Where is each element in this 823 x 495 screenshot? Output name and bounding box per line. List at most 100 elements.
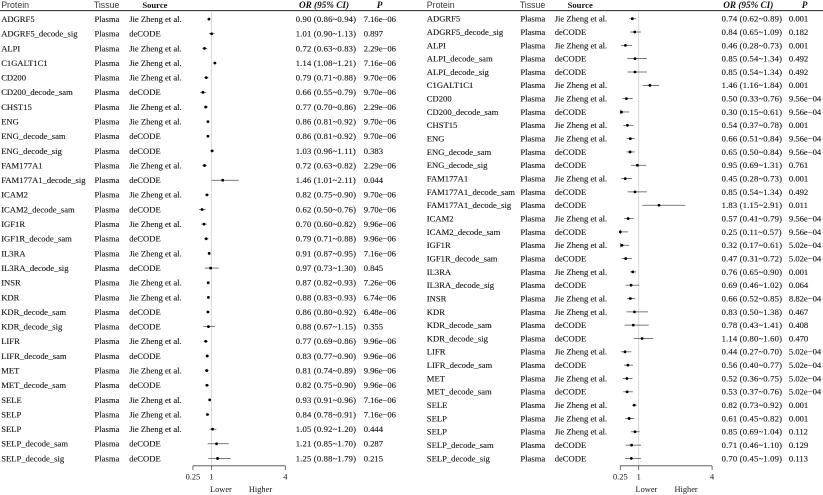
svg-text:Plasma: Plasma (95, 439, 120, 449)
svg-text:KDR: KDR (1, 292, 19, 302)
svg-text:0.86 (0.80~0.92): 0.86 (0.80~0.92) (296, 307, 357, 317)
svg-text:KDR: KDR (427, 307, 445, 317)
svg-text:0.79 (0.71~0.88): 0.79 (0.71~0.88) (296, 73, 357, 83)
svg-text:MET_decode_sam: MET_decode_sam (427, 387, 492, 397)
svg-text:0.70 (0.60~0.82): 0.70 (0.60~0.82) (296, 219, 357, 229)
svg-text:CHST15: CHST15 (427, 120, 458, 130)
svg-text:Jie Zheng et al.: Jie Zheng et al. (129, 160, 182, 170)
svg-text:Jie Zheng et al.: Jie Zheng et al. (129, 395, 182, 405)
svg-text:0.011: 0.011 (789, 200, 808, 210)
svg-text:Plasma: Plasma (95, 102, 120, 112)
svg-text:Plasma: Plasma (95, 175, 120, 185)
svg-text:7.16e−06: 7.16e−06 (364, 248, 397, 258)
svg-text:Plasma: Plasma (520, 307, 545, 317)
svg-text:5.02e−04: 5.02e−04 (789, 387, 822, 397)
svg-text:SELP: SELP (427, 427, 447, 437)
svg-text:0.897: 0.897 (364, 29, 384, 39)
svg-text:ENG_decode_sig: ENG_decode_sig (427, 160, 488, 170)
svg-text:9.96e−06: 9.96e−06 (364, 351, 397, 361)
svg-text:KDR_decode_sig: KDR_decode_sig (1, 322, 63, 332)
svg-text:SELP_decode_sam: SELP_decode_sam (427, 440, 494, 450)
svg-text:Plasma: Plasma (520, 320, 545, 330)
svg-text:9.56e−04: 9.56e−04 (789, 107, 822, 117)
svg-text:Jie Zheng et al.: Jie Zheng et al. (129, 219, 182, 229)
svg-text:SELP: SELP (1, 409, 21, 419)
svg-text:ADGRF5_decode_sig: ADGRF5_decode_sig (1, 29, 78, 39)
svg-text:0.93 (0.91~0.96): 0.93 (0.91~0.96) (296, 395, 357, 405)
svg-text:Jie Zheng et al.: Jie Zheng et al. (555, 240, 608, 250)
svg-text:0.355: 0.355 (364, 322, 383, 332)
svg-text:0.77 (0.69~0.86): 0.77 (0.69~0.86) (296, 336, 357, 346)
svg-text:Jie Zheng et al.: Jie Zheng et al. (129, 190, 182, 200)
svg-text:0.001: 0.001 (789, 80, 808, 90)
svg-text:5.02e−04: 5.02e−04 (789, 253, 822, 263)
svg-text:MET_decode_sam: MET_decode_sam (1, 380, 66, 390)
svg-text:Lower: Lower (635, 485, 657, 494)
svg-text:7.16e−06: 7.16e−06 (364, 409, 397, 419)
svg-text:deCODE: deCODE (129, 380, 161, 390)
svg-text:0.74 (0.62~0.89): 0.74 (0.62~0.89) (722, 14, 783, 24)
svg-text:Plasma: Plasma (520, 67, 545, 77)
svg-text:2.29e−06: 2.29e−06 (364, 160, 397, 170)
svg-text:0.87 (0.82~0.93): 0.87 (0.82~0.93) (296, 278, 357, 288)
svg-text:Plasma: Plasma (520, 293, 545, 303)
svg-text:Jie Zheng et al.: Jie Zheng et al. (555, 307, 608, 317)
svg-text:0.25: 0.25 (613, 472, 628, 481)
svg-text:0.492: 0.492 (789, 67, 808, 77)
svg-text:0.492: 0.492 (789, 54, 808, 64)
svg-text:0.45 (0.28~0.73): 0.45 (0.28~0.73) (722, 174, 783, 184)
svg-text:0.90 (0.86~0.94): 0.90 (0.86~0.94) (296, 14, 357, 24)
svg-text:SELP: SELP (427, 413, 447, 423)
svg-text:0.66 (0.51~0.84): 0.66 (0.51~0.84) (722, 134, 783, 144)
svg-text:0.001: 0.001 (789, 120, 808, 130)
svg-text:0.78 (0.43~1.41): 0.78 (0.43~1.41) (722, 320, 783, 330)
svg-text:0.85 (0.54~1.34): 0.85 (0.54~1.34) (722, 54, 783, 64)
svg-text:0.65 (0.50~0.84): 0.65 (0.50~0.84) (722, 147, 783, 157)
svg-text:Jie Zheng et al.: Jie Zheng et al. (555, 80, 608, 90)
svg-text:INSR: INSR (427, 293, 447, 303)
svg-text:IGF1R: IGF1R (427, 240, 451, 250)
svg-text:deCODE: deCODE (555, 200, 587, 210)
svg-text:deCODE: deCODE (129, 453, 161, 463)
svg-text:4: 4 (283, 472, 288, 481)
svg-text:deCODE: deCODE (129, 234, 161, 244)
svg-text:Jie Zheng et al.: Jie Zheng et al. (555, 413, 608, 423)
svg-text:Jie Zheng et al.: Jie Zheng et al. (129, 292, 182, 302)
svg-text:0.83 (0.77~0.90): 0.83 (0.77~0.90) (296, 351, 357, 361)
svg-text:Jie Zheng et al.: Jie Zheng et al. (555, 40, 608, 50)
svg-text:Plasma: Plasma (95, 322, 120, 332)
svg-text:0.25 (0.11~0.57): 0.25 (0.11~0.57) (722, 227, 782, 237)
svg-text:ADGRF5: ADGRF5 (427, 14, 460, 24)
svg-text:IGF1R: IGF1R (1, 219, 25, 229)
svg-text:deCODE: deCODE (555, 280, 587, 290)
svg-text:Plasma: Plasma (520, 227, 545, 237)
svg-text:0.86 (0.81~0.92): 0.86 (0.81~0.92) (296, 117, 357, 127)
svg-text:0.86 (0.81~0.92): 0.86 (0.81~0.92) (296, 131, 357, 141)
svg-text:CD200: CD200 (1, 73, 26, 83)
svg-text:Higher: Higher (249, 485, 272, 494)
svg-text:deCODE: deCODE (555, 320, 587, 330)
svg-text:Jie Zheng et al.: Jie Zheng et al. (555, 293, 608, 303)
svg-text:5.02e−04: 5.02e−04 (789, 373, 822, 383)
svg-text:deCODE: deCODE (555, 187, 587, 197)
svg-text:CHST15: CHST15 (1, 102, 32, 112)
svg-text:0.85 (0.54~1.34): 0.85 (0.54~1.34) (722, 67, 783, 77)
svg-text:Plasma: Plasma (95, 336, 120, 346)
svg-text:Plasma: Plasma (520, 373, 545, 383)
svg-text:FAM177A1: FAM177A1 (1, 160, 42, 170)
svg-text:1.46 (1.16~1.84): 1.46 (1.16~1.84) (722, 80, 783, 90)
svg-text:1.01 (0.90~1.13): 1.01 (0.90~1.13) (296, 29, 357, 39)
svg-text:0.408: 0.408 (789, 320, 808, 330)
svg-text:0.72 (0.63~0.82): 0.72 (0.63~0.82) (296, 160, 357, 170)
svg-text:7.26e−06: 7.26e−06 (364, 278, 397, 288)
svg-text:Plasma: Plasma (520, 120, 545, 130)
svg-text:ALPI_decode_sig: ALPI_decode_sig (427, 67, 490, 77)
svg-text:OR (95% CI): OR (95% CI) (299, 0, 349, 10)
svg-text:IL3RA_decode_sig: IL3RA_decode_sig (1, 263, 69, 273)
svg-text:deCODE: deCODE (129, 29, 161, 39)
svg-text:0.61 (0.45~0.82): 0.61 (0.45~0.82) (722, 413, 783, 423)
svg-text:ALPI_decode_sam: ALPI_decode_sam (427, 54, 493, 64)
svg-text:9.70e−06: 9.70e−06 (364, 73, 397, 83)
svg-text:0.001: 0.001 (789, 40, 808, 50)
svg-text:Lower: Lower (210, 485, 232, 494)
